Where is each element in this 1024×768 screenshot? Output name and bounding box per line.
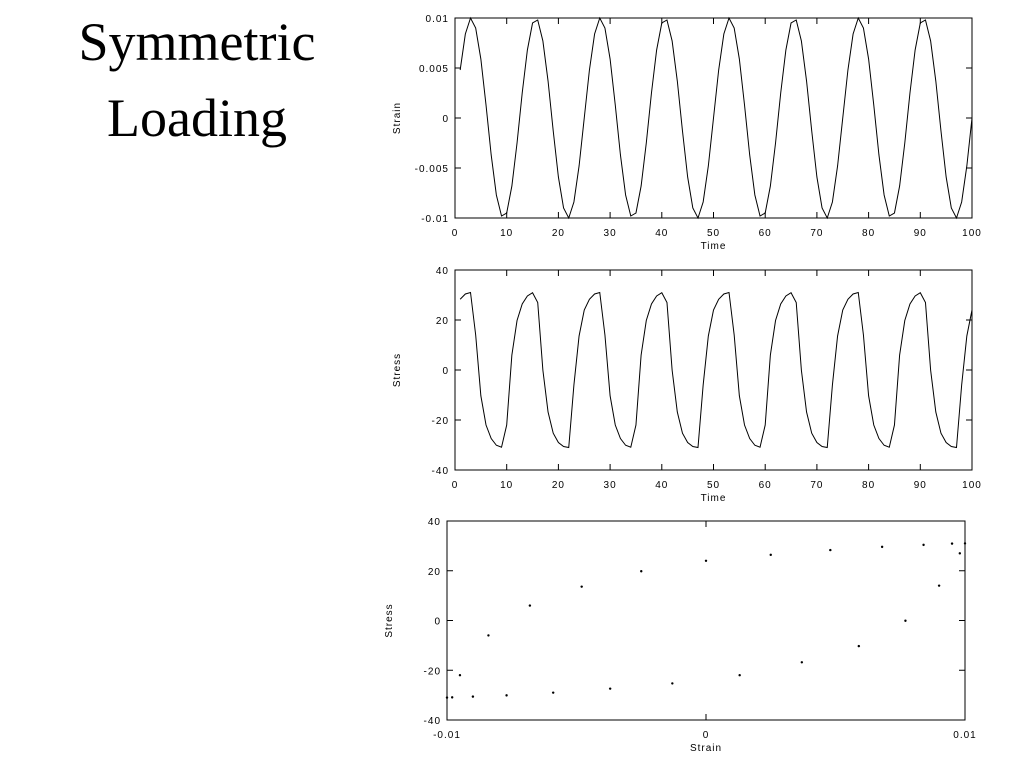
x-tick-label: 80 xyxy=(862,480,875,491)
x-tick-label: 60 xyxy=(759,480,772,491)
data-point xyxy=(800,661,804,664)
data-point xyxy=(528,604,532,607)
x-axis-label: Time xyxy=(701,241,727,252)
plot-frame xyxy=(446,520,966,721)
x-tick-label: 0 xyxy=(452,228,459,239)
y-tick-label: -20 xyxy=(424,666,441,677)
x-tick-label: 90 xyxy=(914,228,927,239)
data-point xyxy=(963,542,967,545)
x-tick-label: 50 xyxy=(707,480,720,491)
data-line xyxy=(459,291,973,449)
data-point xyxy=(551,691,555,694)
x-tick-label: 70 xyxy=(810,480,823,491)
data-point xyxy=(904,619,907,622)
x-tick-label: 0.01 xyxy=(953,730,976,741)
data-point xyxy=(704,559,708,562)
x-tick-label: 10 xyxy=(500,480,513,491)
data-point xyxy=(505,694,508,697)
data-point xyxy=(958,552,962,555)
x-axis-label: Time xyxy=(701,493,727,504)
y-tick-label: 0 xyxy=(442,114,449,125)
data-point xyxy=(450,696,454,699)
x-tick-label: 90 xyxy=(914,480,927,491)
y-tick-label: 0.01 xyxy=(426,14,449,25)
y-tick-label: -0.005 xyxy=(415,164,449,175)
data-line xyxy=(459,16,973,220)
y-axis-label: Stress xyxy=(384,603,395,637)
data-point xyxy=(922,543,925,547)
x-tick-label: 10 xyxy=(500,228,513,239)
y-tick-label: 0.005 xyxy=(419,64,449,75)
x-tick-label: 30 xyxy=(604,480,617,491)
data-point xyxy=(487,634,490,637)
data-point xyxy=(769,553,772,557)
y-tick-label: -20 xyxy=(432,416,449,427)
data-point xyxy=(738,674,741,677)
x-tick-label: 20 xyxy=(552,480,565,491)
x-axis-label: Strain xyxy=(690,743,722,754)
data-point xyxy=(471,695,475,698)
data-point xyxy=(640,570,643,573)
x-tick-label: 30 xyxy=(604,228,617,239)
x-tick-label: 20 xyxy=(552,228,565,239)
data-point xyxy=(580,585,583,588)
data-point xyxy=(829,548,832,552)
y-tick-label: 20 xyxy=(428,567,441,578)
data-point xyxy=(458,674,462,677)
x-tick-label: 100 xyxy=(962,480,982,491)
x-tick-label: 50 xyxy=(707,228,720,239)
plot-frame xyxy=(454,269,973,471)
data-point xyxy=(880,545,884,549)
y-tick-label: 40 xyxy=(428,517,441,528)
x-tick-label: 0 xyxy=(452,480,459,491)
data-point xyxy=(671,682,674,685)
y-tick-label: -40 xyxy=(432,466,449,477)
x-tick-label: 0 xyxy=(703,730,710,741)
data-point xyxy=(937,584,941,587)
data-point xyxy=(857,644,861,648)
y-tick-label: -0.01 xyxy=(421,214,449,225)
data-point xyxy=(445,696,449,699)
y-axis-label: Strain xyxy=(392,102,403,134)
data-point xyxy=(950,542,954,545)
y-tick-label: -40 xyxy=(424,716,441,727)
y-tick-label: 0 xyxy=(442,366,449,377)
x-tick-label: 60 xyxy=(759,228,772,239)
x-tick-label: -0.01 xyxy=(433,730,461,741)
data-point xyxy=(608,687,612,690)
x-tick-label: 80 xyxy=(862,228,875,239)
x-tick-label: 100 xyxy=(962,228,982,239)
slide-title: Symmetric Loading xyxy=(78,12,316,148)
y-tick-label: 20 xyxy=(436,316,449,327)
y-tick-label: 0 xyxy=(434,617,441,628)
x-tick-label: 70 xyxy=(810,228,823,239)
y-tick-label: 40 xyxy=(436,266,449,277)
x-tick-label: 40 xyxy=(655,480,668,491)
x-tick-label: 40 xyxy=(655,228,668,239)
y-axis-label: Stress xyxy=(392,353,403,387)
